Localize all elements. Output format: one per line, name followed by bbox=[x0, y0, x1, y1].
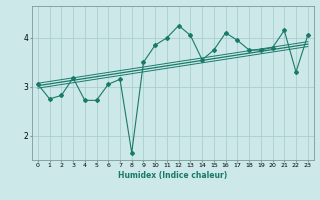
X-axis label: Humidex (Indice chaleur): Humidex (Indice chaleur) bbox=[118, 171, 228, 180]
